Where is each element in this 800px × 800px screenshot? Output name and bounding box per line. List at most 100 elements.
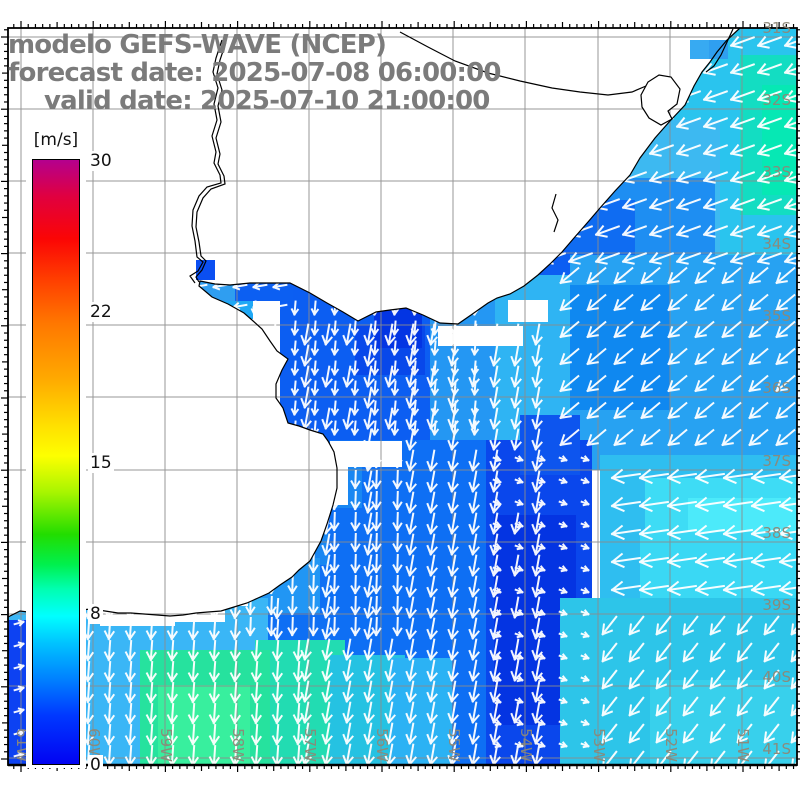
wind-arrow xyxy=(426,449,438,472)
wind-arrow xyxy=(192,301,208,311)
wind-arrow xyxy=(586,293,607,312)
wind-arrow xyxy=(750,580,781,597)
wind-arrow xyxy=(447,722,459,745)
wind-arrow xyxy=(405,344,417,367)
wind-arrow xyxy=(729,62,756,76)
wind-arrow xyxy=(350,595,361,616)
wind-arrow xyxy=(721,266,742,285)
wind-arrow xyxy=(300,722,312,745)
wind-arrow xyxy=(370,380,380,396)
wind-arrow xyxy=(748,428,769,447)
wind-arrow xyxy=(290,300,300,316)
lat-label: 36S xyxy=(762,379,791,397)
wind-arrow xyxy=(667,428,688,447)
wind-arrow xyxy=(580,499,590,507)
wind-arrow xyxy=(559,401,580,420)
wind-arrow xyxy=(405,365,417,388)
wind-arrow xyxy=(638,524,669,541)
wind-arrow xyxy=(350,448,361,469)
wind-arrow xyxy=(270,320,280,336)
wind-arrow xyxy=(682,615,699,636)
wind-arrow xyxy=(621,35,648,49)
wind-arrow xyxy=(628,669,645,690)
wind-arrow xyxy=(350,420,360,436)
wind-arrow xyxy=(531,344,543,367)
wind-arrow xyxy=(270,400,280,416)
wind-arrow xyxy=(722,580,753,597)
wind-arrow xyxy=(13,685,25,693)
wind-arrow xyxy=(580,741,590,749)
wind-arrow xyxy=(363,512,375,535)
wind-arrow xyxy=(648,170,675,184)
wind-arrow xyxy=(310,320,320,336)
wind-arrow xyxy=(778,496,797,513)
wind-arrow xyxy=(750,524,781,541)
uruguay-river xyxy=(189,39,223,284)
wind-arrow xyxy=(559,428,580,447)
wind-arrow xyxy=(229,639,242,662)
wind-arrow xyxy=(610,580,641,597)
wind-arrow xyxy=(558,455,568,463)
wind-arrow xyxy=(447,596,459,619)
wind-arrow xyxy=(613,374,634,393)
wind-arrow xyxy=(586,428,607,447)
wind-arrow xyxy=(390,320,400,336)
wind-arrow xyxy=(384,722,396,745)
wind-arrow xyxy=(709,669,726,690)
wind-arrow xyxy=(321,365,333,388)
wind-arrow xyxy=(363,638,375,661)
wind-arrow xyxy=(342,365,354,388)
wind-arrow xyxy=(721,347,742,366)
lon-label: 53W xyxy=(590,728,608,762)
sea-cell xyxy=(235,279,293,301)
wind-arrow xyxy=(682,642,699,663)
wind-arrow xyxy=(447,743,459,765)
wind-arrow xyxy=(736,696,753,717)
wind-arrow xyxy=(567,35,594,49)
wind-arrow xyxy=(405,512,417,535)
wind-arrow xyxy=(489,491,501,514)
wind-arrow xyxy=(321,449,333,472)
wind-arrow xyxy=(300,365,312,388)
wind-arrow xyxy=(350,380,360,396)
wind-arrow xyxy=(489,344,501,367)
wind-arrow xyxy=(586,320,607,339)
wind-arrow xyxy=(675,143,702,157)
wind-arrow xyxy=(621,116,648,130)
wind-arrow xyxy=(166,681,179,704)
wind-arrow xyxy=(514,455,524,463)
wind-arrow xyxy=(405,407,417,430)
wind-arrow xyxy=(722,496,753,513)
wind-arrow xyxy=(489,323,501,346)
wind-arrow xyxy=(510,365,522,388)
lagoon-outline xyxy=(640,74,681,126)
inland-water-line xyxy=(705,28,734,73)
lat-label: 32S xyxy=(762,91,791,109)
wind-arrow xyxy=(287,595,298,616)
wind-arrow xyxy=(330,320,340,336)
lon-label: 54W xyxy=(517,728,535,762)
wind-arrow xyxy=(748,401,769,420)
colorbar-tick-22: 22 xyxy=(88,302,114,322)
wind-arrow xyxy=(721,293,742,312)
graticule xyxy=(8,28,797,765)
wind-arrow xyxy=(468,575,480,598)
wind-arrow xyxy=(610,552,641,569)
wind-arrow xyxy=(468,491,480,514)
wind-arrow xyxy=(468,659,480,682)
wind-arrow xyxy=(729,251,756,265)
wind-arrow xyxy=(229,723,242,746)
wind-arrow xyxy=(601,615,618,636)
wind-arrow xyxy=(514,631,524,639)
wind-arrow xyxy=(321,680,333,703)
wind-arrow xyxy=(531,428,543,451)
wind-arrow xyxy=(300,701,312,724)
wind-arrow xyxy=(540,224,567,238)
wind-arrow xyxy=(468,701,480,724)
wind-arrow xyxy=(300,638,312,661)
wind-arrow xyxy=(405,533,417,556)
wind-arrow xyxy=(648,197,675,211)
sea-cell xyxy=(690,40,709,59)
wind-arrow xyxy=(621,224,648,238)
wind-arrow xyxy=(447,575,459,598)
